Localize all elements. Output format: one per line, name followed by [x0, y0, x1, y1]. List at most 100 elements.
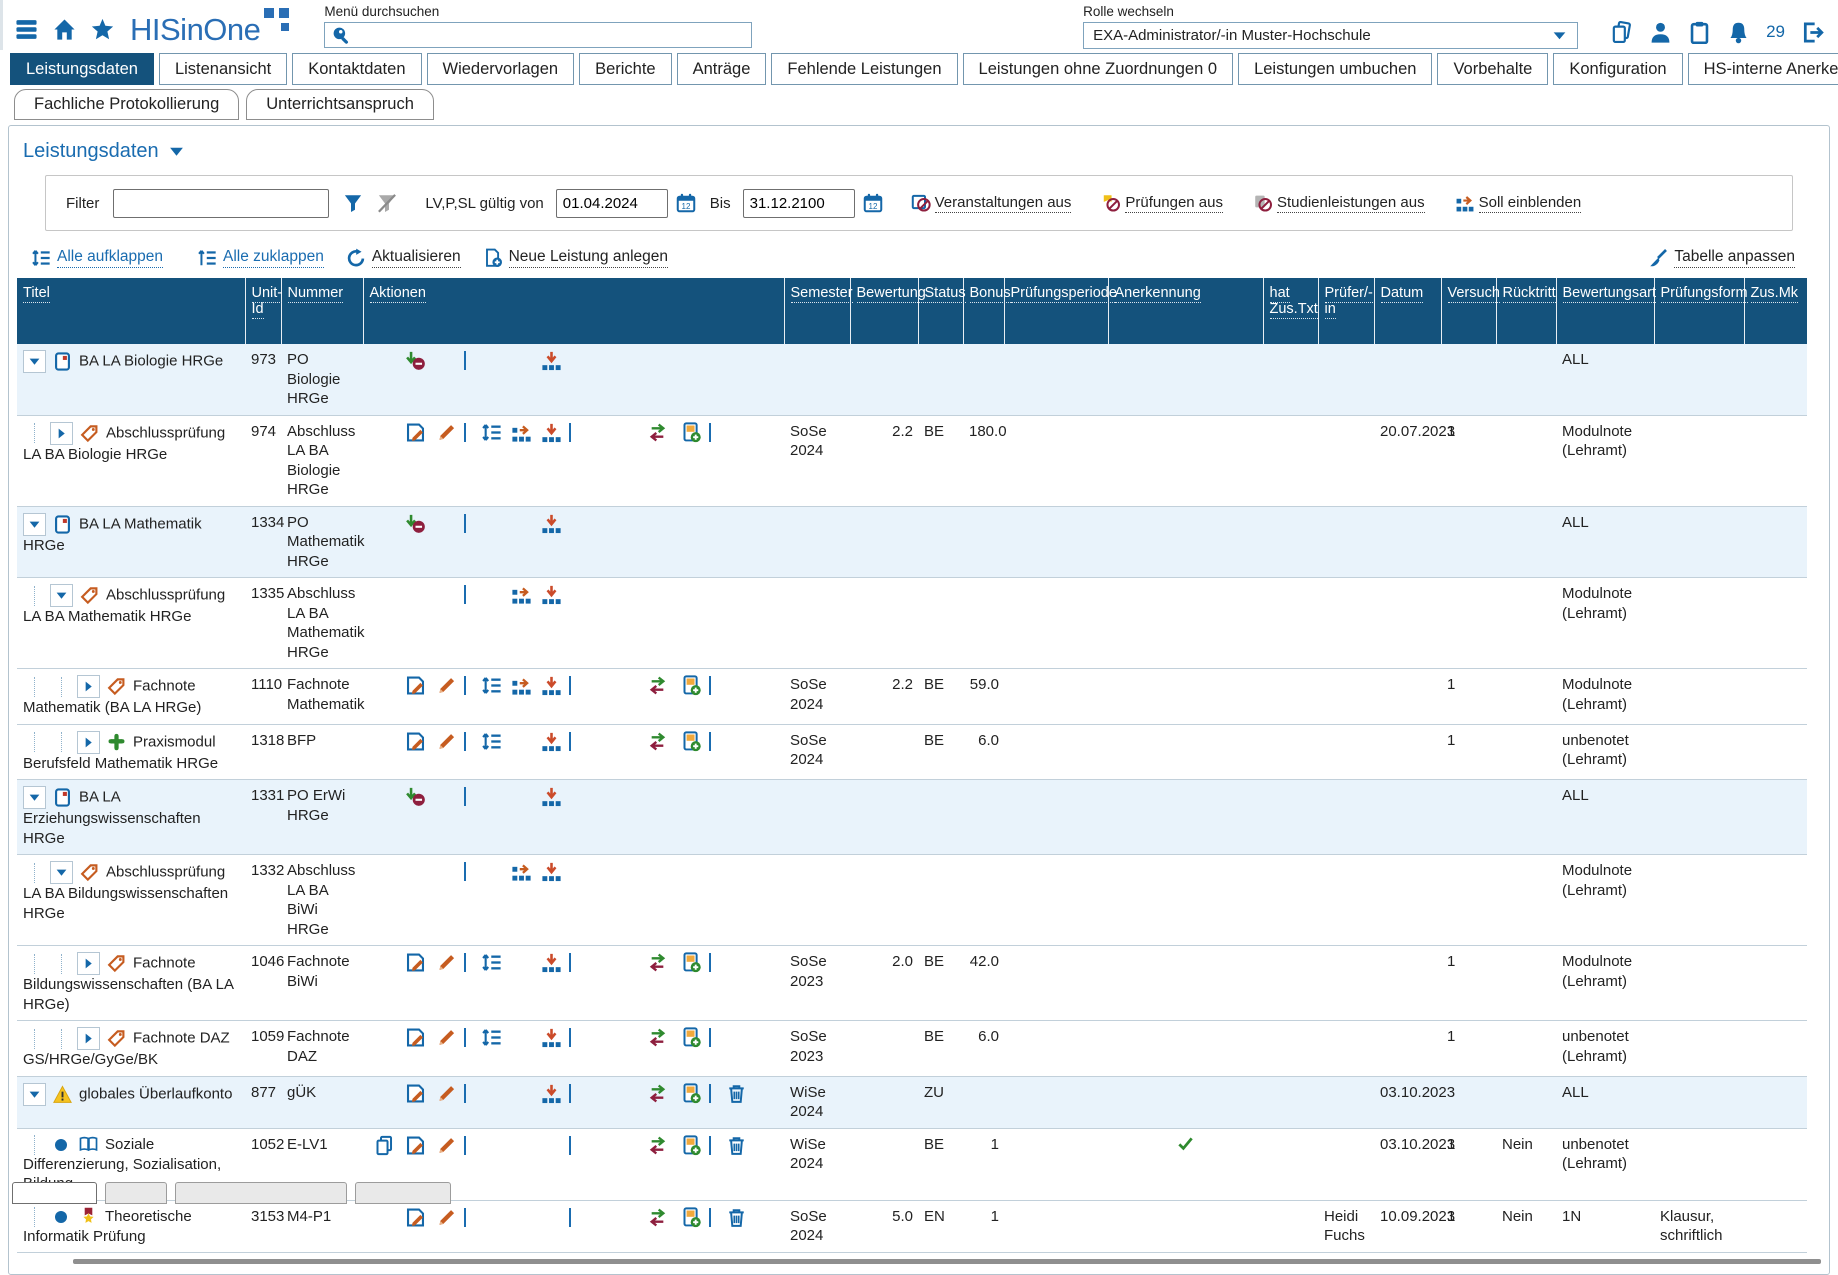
tab-leistungen-ohne-zuordnungen-0[interactable]: Leistungen ohne Zuordnungen 0 [962, 53, 1234, 85]
tab-kontaktdaten[interactable]: Kontaktdaten [292, 53, 422, 85]
swap-icon[interactable] [647, 1207, 668, 1228]
column-header-semester[interactable]: Semester [784, 278, 853, 344]
tab-vorbehalte[interactable]: Vorbehalte [1437, 53, 1549, 85]
edit-icon[interactable] [405, 1027, 426, 1048]
collapse-node-button[interactable] [50, 584, 73, 607]
menu-search-field[interactable] [324, 22, 753, 48]
pencil-icon[interactable] [436, 675, 457, 696]
assign-down-icon[interactable] [541, 861, 562, 882]
assign-down-icon[interactable] [541, 1027, 562, 1048]
unassign-icon[interactable] [405, 350, 426, 371]
swap-icon[interactable] [647, 675, 668, 696]
sort-icon[interactable] [481, 1027, 502, 1048]
expand-node-button[interactable] [77, 1027, 100, 1050]
session-stack-icon[interactable] [1610, 20, 1633, 44]
swap-icon[interactable] [647, 422, 668, 443]
edit-icon[interactable] [405, 675, 426, 696]
column-header-r-cktritt[interactable]: Rücktritt [1496, 278, 1557, 344]
calendar-icon[interactable]: 12 [863, 193, 883, 213]
add-achievement-icon[interactable] [681, 421, 702, 443]
footer-tab[interactable] [105, 1182, 167, 1204]
tab-wiedervorlagen[interactable]: Wiedervorlagen [426, 53, 575, 85]
edit-icon[interactable] [405, 1135, 426, 1156]
expand-node-button[interactable] [77, 675, 100, 698]
toggle-soll-einblenden[interactable]: Soll einblenden [1455, 193, 1582, 213]
edit-icon[interactable] [405, 422, 426, 443]
filter-input[interactable] [113, 188, 330, 218]
tab-listenansicht[interactable]: Listenansicht [158, 53, 288, 85]
assign-down-icon[interactable] [541, 422, 562, 443]
edit-icon[interactable] [405, 731, 426, 752]
tab-fehlende-leistungen[interactable]: Fehlende Leistungen [771, 53, 958, 85]
clear-filter-icon[interactable] [377, 193, 397, 213]
assign-down-icon[interactable] [541, 675, 562, 696]
clipboard-icon[interactable] [1688, 21, 1711, 44]
expand-all-button[interactable]: Alle aufklappen [31, 248, 163, 268]
pencil-icon[interactable] [436, 1083, 457, 1104]
pencil-icon[interactable] [436, 1027, 457, 1048]
pencil-icon[interactable] [436, 952, 457, 973]
refresh-button[interactable]: Aktualisieren [346, 248, 461, 268]
pencil-icon[interactable] [436, 1135, 457, 1156]
tab-fachliche-protokollierung[interactable]: Fachliche Protokollierung [14, 89, 240, 120]
edit-icon[interactable] [405, 1083, 426, 1104]
pencil-icon[interactable] [436, 731, 457, 752]
column-header-aktionen[interactable]: Aktionen [363, 278, 785, 344]
column-header-bonus[interactable]: Bonus [963, 278, 1011, 344]
expand-node-button[interactable] [77, 952, 100, 975]
collapse-all-button[interactable]: Alle zuklappen [197, 248, 324, 268]
delete-icon[interactable] [726, 1207, 747, 1228]
customize-table-button[interactable]: Tabelle anpassen [1648, 248, 1795, 268]
column-header-versuch[interactable]: Versuch [1441, 278, 1500, 344]
assign-right-icon[interactable] [511, 675, 532, 696]
swap-icon[interactable] [647, 1083, 668, 1104]
column-header-bewertungsart[interactable]: Bewertungsart [1556, 278, 1656, 344]
pencil-icon[interactable] [436, 422, 457, 443]
collapse-node-button[interactable] [50, 861, 73, 884]
tab-berichte[interactable]: Berichte [579, 53, 672, 85]
delete-icon[interactable] [726, 1083, 747, 1104]
expand-node-button[interactable] [50, 421, 73, 445]
new-achievement-button[interactable]: Neue Leistung anlegen [483, 248, 669, 268]
collapse-node-button[interactable] [23, 512, 46, 536]
collapse-node-button[interactable] [23, 1082, 46, 1106]
menu-icon[interactable] [15, 18, 38, 41]
edit-icon[interactable] [405, 952, 426, 973]
valid-to-input[interactable] [742, 188, 855, 218]
add-achievement-icon[interactable] [681, 730, 702, 752]
swap-icon[interactable] [647, 731, 668, 752]
swap-icon[interactable] [647, 1027, 668, 1048]
column-header-pr-fungsperiode[interactable]: Prüfungsperiode [1004, 278, 1117, 344]
collapse-node-button[interactable] [23, 786, 46, 809]
footer-tab[interactable] [175, 1182, 347, 1204]
delete-icon[interactable] [726, 1135, 747, 1156]
swap-icon[interactable] [647, 952, 668, 973]
add-achievement-icon[interactable] [681, 675, 702, 696]
pencil-icon[interactable] [436, 1207, 457, 1228]
sort-icon[interactable] [481, 731, 502, 752]
assign-down-icon[interactable] [541, 731, 562, 752]
column-header-zus-mk[interactable]: Zus.Mk [1744, 278, 1807, 344]
section-title[interactable]: Leistungsdaten [17, 132, 189, 175]
collapse-node-button[interactable] [23, 350, 46, 373]
sort-icon[interactable] [481, 952, 502, 973]
edit-icon[interactable] [405, 1207, 426, 1228]
apply-filter-icon[interactable] [343, 193, 363, 213]
column-header-datum[interactable]: Datum [1374, 278, 1442, 344]
column-header-pr-fer-in[interactable]: Prüfer/-in [1318, 278, 1375, 344]
valid-from-input[interactable] [555, 188, 668, 218]
column-header-titel[interactable]: Titel [17, 278, 246, 344]
unassign-icon[interactable] [405, 513, 426, 534]
tab-antr-ge[interactable]: Anträge [676, 53, 767, 85]
assign-right-icon[interactable] [511, 422, 532, 443]
tab-unterrichtsanspruch[interactable]: Unterrichtsanspruch [246, 89, 434, 120]
tab-konfiguration[interactable]: Konfiguration [1553, 53, 1683, 85]
add-achievement-icon[interactable] [681, 1082, 702, 1104]
column-header-anerkennung[interactable]: Anerkennung [1108, 278, 1264, 344]
search-input[interactable] [357, 26, 746, 44]
tab-hs-interne-anerkennungen[interactable]: HS-interne Anerkennungen [1687, 53, 1838, 85]
add-achievement-icon[interactable] [681, 1027, 702, 1048]
calendar-icon[interactable]: 12 [676, 193, 696, 213]
tab-leistungen-umbuchen[interactable]: Leistungen umbuchen [1238, 53, 1433, 85]
add-achievement-icon[interactable] [681, 1134, 702, 1156]
